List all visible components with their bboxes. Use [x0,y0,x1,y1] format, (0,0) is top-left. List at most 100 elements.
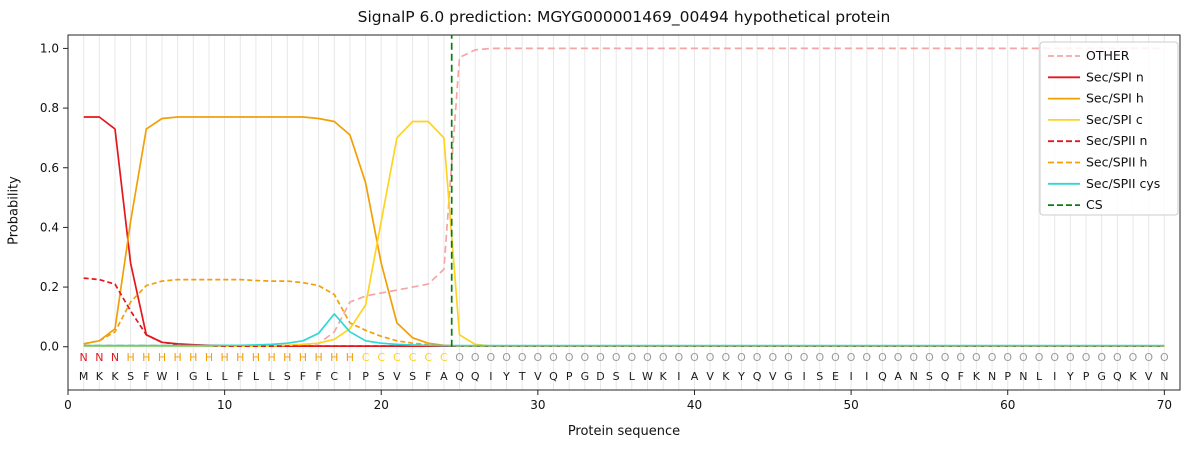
svg-text:Y: Y [502,370,510,383]
plot-border [67,34,1181,391]
svg-text:O: O [455,351,464,364]
svg-text:Q: Q [941,370,950,383]
svg-text:N: N [80,351,88,364]
svg-text:40: 40 [687,398,702,412]
svg-text:O: O [1082,351,1091,364]
svg-text:20: 20 [374,398,389,412]
svg-text:O: O [581,351,590,364]
svg-text:Sec/SPII cys: Sec/SPII cys [1086,176,1160,191]
svg-text:Q: Q [549,370,558,383]
svg-text:M: M [79,370,89,383]
svg-text:L: L [253,370,260,383]
svg-text:H: H [283,351,291,364]
svg-text:A: A [691,370,699,383]
svg-text:C: C [409,351,417,364]
svg-text:F: F [958,370,964,383]
svg-text:O: O [831,351,840,364]
svg-text:O: O [612,351,621,364]
svg-text:A: A [440,370,448,383]
legend-item-Sec-SPII-h: Sec/SPII h [1048,155,1147,170]
svg-text:Q: Q [753,370,762,383]
svg-text:H: H [205,351,213,364]
svg-text:S: S [613,370,620,383]
svg-text:I: I [489,370,492,383]
svg-text:50: 50 [843,398,858,412]
svg-text:F: F [300,370,306,383]
svg-text:G: G [1097,370,1106,383]
svg-text:Q: Q [455,370,464,383]
svg-text:H: H [314,351,322,364]
svg-text:F: F [315,370,321,383]
svg-text:S: S [284,370,291,383]
svg-text:E: E [832,370,839,383]
x-axis-ticks: 0 10 20 30 40 50 60 70 [64,390,1172,412]
svg-text:G: G [189,370,198,383]
svg-text:N: N [1019,370,1027,383]
svg-text:H: H [189,351,197,364]
svg-text:Sec/SPII n: Sec/SPII n [1086,133,1147,148]
svg-text:G: G [784,370,793,383]
svg-text:K: K [973,370,981,383]
series-OTHER [83,47,1165,347]
svg-text:F: F [425,370,431,383]
svg-text:N: N [910,370,918,383]
legend-item-Sec-SPI-c: Sec/SPI c [1048,112,1143,127]
svg-text:H: H [220,351,228,364]
svg-text:O: O [565,351,574,364]
svg-text:I: I [1053,370,1056,383]
svg-text:O: O [1066,351,1075,364]
svg-text:G: G [581,370,590,383]
svg-text:C: C [362,351,370,364]
svg-text:V: V [393,370,401,383]
legend-item-Sec-SPII-n: Sec/SPII n [1048,133,1147,148]
svg-text:S: S [816,370,823,383]
svg-text:Y: Y [737,370,745,383]
svg-text:O: O [878,351,887,364]
svg-text:N: N [1160,370,1168,383]
series-Sec-SPI-n [83,116,1165,347]
svg-text:S: S [127,370,134,383]
svg-text:O: O [972,351,981,364]
svg-text:60: 60 [1000,398,1015,412]
svg-text:O: O [1113,351,1122,364]
y-axis-ticks: 0.0 0.2 0.4 0.6 0.8 1.0 [40,41,68,354]
svg-text:0: 0 [64,398,72,412]
svg-text:W: W [642,370,653,383]
svg-text:K: K [660,370,668,383]
svg-text:C: C [393,351,401,364]
svg-text:O: O [1019,351,1028,364]
svg-text:C: C [377,351,385,364]
svg-text:H: H [267,351,275,364]
svg-text:O: O [690,351,699,364]
svg-text:O: O [768,351,777,364]
svg-text:10: 10 [217,398,232,412]
svg-text:0.0: 0.0 [40,340,59,354]
svg-text:W: W [157,370,168,383]
svg-text:L: L [629,370,636,383]
svg-text:O: O [941,351,950,364]
svg-text:V: V [1145,370,1153,383]
svg-text:K: K [722,370,730,383]
svg-text:0.4: 0.4 [40,220,59,234]
svg-text:I: I [802,370,805,383]
svg-text:N: N [988,370,996,383]
svg-text:O: O [847,351,856,364]
x-axis-label: Protein sequence [567,424,681,439]
svg-text:K: K [96,370,104,383]
svg-text:H: H [127,351,135,364]
svg-text:S: S [926,370,933,383]
svg-text:O: O [925,351,934,364]
svg-text:O: O [1144,351,1153,364]
svg-text:Q: Q [1113,370,1122,383]
svg-text:OTHER: OTHER [1086,48,1130,63]
svg-text:CS: CS [1086,197,1103,212]
svg-text:P: P [1083,370,1090,383]
svg-text:O: O [956,351,965,364]
series-Sec-SPI-h [83,116,1165,347]
svg-text:O: O [988,351,997,364]
svg-text:L: L [222,370,229,383]
legend-item-Sec-SPII-cys: Sec/SPII cys [1048,176,1160,191]
svg-text:O: O [1160,351,1169,364]
